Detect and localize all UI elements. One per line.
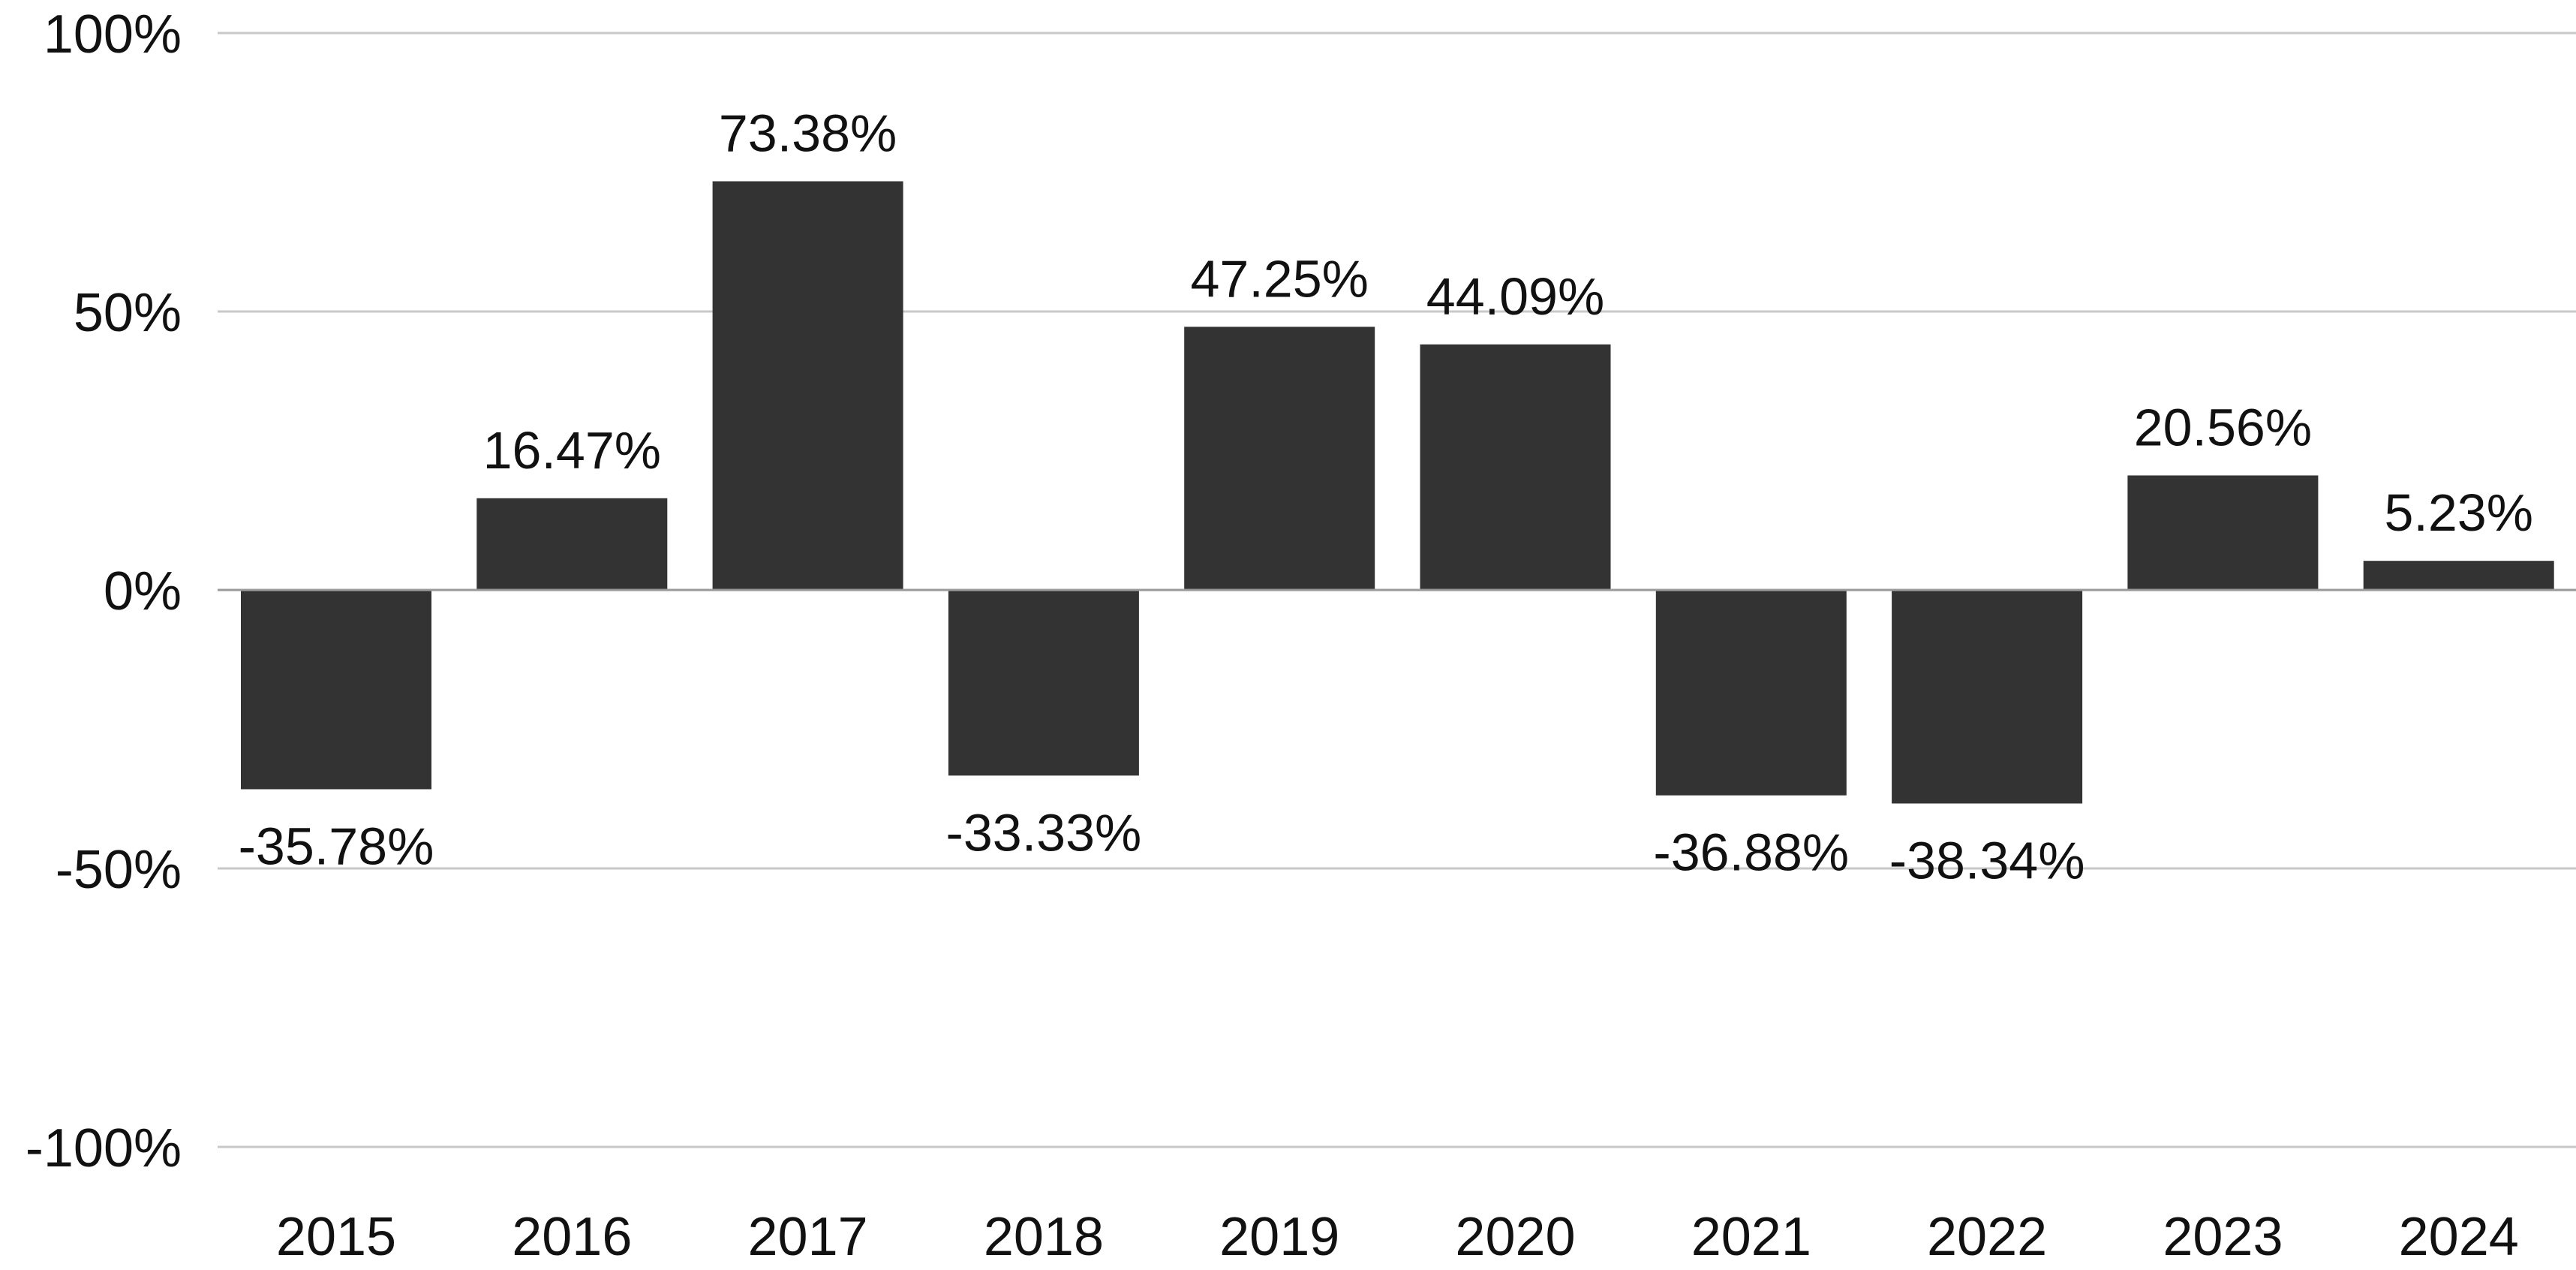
data-label: -35.78% <box>239 817 434 875</box>
y-tick-label: -50% <box>56 840 182 900</box>
y-tick-label: -100% <box>26 1118 182 1178</box>
bar-2022 <box>1892 590 2083 804</box>
data-label: 44.09% <box>1426 267 1604 326</box>
bars <box>241 181 2554 804</box>
data-label: 47.25% <box>1190 249 1368 308</box>
data-label: 16.47% <box>483 421 661 480</box>
bar-2016 <box>476 498 668 590</box>
bar-2020 <box>1420 344 1611 590</box>
y-axis: 100% 50% 0% -50% -100% <box>26 5 182 1178</box>
data-labels: -35.78% 16.47% 73.38% -33.33% 47.25% 44.09% -3… <box>239 104 2533 890</box>
x-tick-label: 2016 <box>512 1207 632 1267</box>
y-tick-label: 100% <box>44 5 182 65</box>
x-tick-label: 2015 <box>276 1207 396 1267</box>
bar-2015 <box>241 590 431 790</box>
x-tick-label: 2018 <box>984 1207 1104 1267</box>
bar-2021 <box>1655 590 1847 796</box>
bar-2017 <box>712 181 903 591</box>
x-tick-label: 2020 <box>1455 1207 1575 1267</box>
gridlines <box>218 32 2576 1148</box>
bar-2019 <box>1184 327 1375 590</box>
bar-2023 <box>2127 475 2319 590</box>
data-label: -38.34% <box>1889 831 2085 889</box>
x-tick-label: 2023 <box>2163 1207 2283 1267</box>
x-tick-label: 2024 <box>2399 1207 2519 1267</box>
data-label: 5.23% <box>2384 483 2532 542</box>
y-tick-label: 0% <box>104 561 182 621</box>
x-tick-label: 2019 <box>1219 1207 1339 1267</box>
data-label: -33.33% <box>946 803 1142 862</box>
x-tick-label: 2022 <box>1927 1207 2047 1267</box>
data-label: 73.38% <box>719 104 897 163</box>
data-label: -36.88% <box>1653 823 1849 882</box>
data-label: 20.56% <box>2134 398 2312 456</box>
x-tick-label: 2021 <box>1691 1207 1811 1267</box>
bar-2018 <box>948 590 1139 776</box>
x-tick-label: 2017 <box>748 1207 868 1267</box>
x-axis: 2015 2016 2017 2018 2019 2020 2021 2022 2023 2024 <box>276 1207 2519 1267</box>
y-tick-label: 50% <box>74 283 182 343</box>
bar-2024 <box>2363 561 2554 590</box>
